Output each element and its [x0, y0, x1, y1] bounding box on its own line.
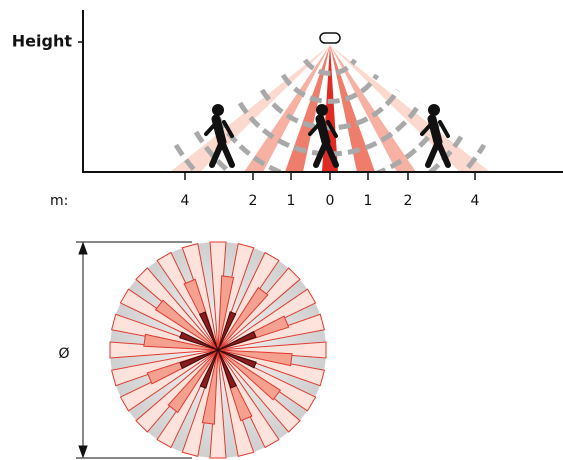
distance-label: 4: [471, 193, 480, 209]
distance-label: 2: [249, 193, 258, 209]
distance-label: 0: [326, 193, 335, 209]
height-label: Height: [12, 32, 73, 51]
unit-label: m:: [50, 193, 68, 209]
distance-label: 4: [181, 193, 190, 209]
distance-label: 1: [287, 193, 296, 209]
people: [204, 104, 451, 168]
rays: [109, 241, 327, 459]
beams: [170, 45, 490, 172]
sensor: [319, 32, 341, 44]
distance-ticks: [184, 172, 476, 180]
dimension: [76, 241, 192, 459]
side-view: Height m: 4 2 1 0 1 2 4: [12, 10, 563, 209]
distance-label: 2: [404, 193, 413, 209]
distance-label: 1: [364, 193, 373, 209]
diameter-label: Ø: [58, 346, 69, 362]
top-view: Ø: [58, 241, 327, 459]
